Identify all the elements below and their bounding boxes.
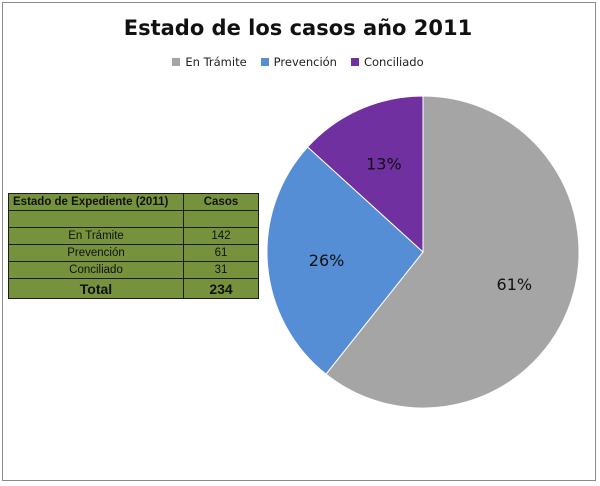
chart-title: Estado de los casos año 2011 [123,16,473,40]
table-cell-value: 142 [183,227,259,245]
table-header-row: Estado de Expediente (2011) Casos [8,193,259,211]
legend-label: Conciliado [363,55,424,69]
legend-swatch [260,58,269,66]
table-header-estado: Estado de Expediente (2011) [8,193,184,211]
table-cell-empty [183,210,259,228]
legend: En Trámite Prevención Conciliado [0,55,596,69]
legend-swatch [350,58,359,66]
table-row: En Trámite 142 [8,227,259,245]
table-cell-label: Prevención [8,244,184,262]
legend-label: Prevención [273,55,337,69]
legend-label: En Trámite [185,55,247,69]
table-cell-empty [8,210,184,228]
legend-item-conciliado: Conciliado [350,55,424,69]
table-header-casos: Casos [183,193,259,211]
table-total-value: 234 [183,278,259,299]
table-row: Prevención 61 [8,244,259,262]
table-total-row: Total 234 [8,278,259,299]
table-cell-value: 31 [183,261,259,279]
pie-data-label: 26% [309,251,345,270]
legend-item-prevencion: Prevención [260,55,337,69]
data-table: Estado de Expediente (2011) Casos En Trá… [8,193,259,299]
table-cell-label: En Trámite [8,227,184,245]
table-row-empty [8,210,259,228]
pie-data-label: 13% [366,155,402,174]
pie-slice-prevenci-n [266,146,424,375]
table-total-label: Total [8,278,184,299]
table-cell-label: Conciliado [8,261,184,279]
legend-swatch [172,58,181,66]
table-cell-value: 61 [183,244,259,262]
legend-item-en-tramite: En Trámite [172,55,247,69]
pie-slice-conciliado [306,95,424,254]
pie-slice-en-tr-mite [325,95,580,409]
pie-data-label: 61% [497,275,533,294]
table-row: Conciliado 31 [8,261,259,279]
